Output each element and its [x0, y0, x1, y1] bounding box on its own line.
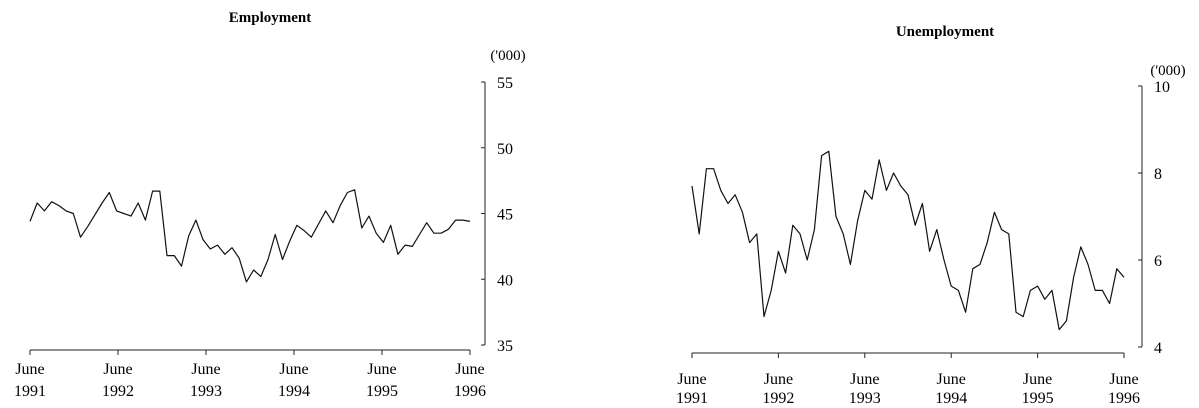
- employment-x-tick-label-month: June: [367, 361, 396, 378]
- employment-y-tick-label: 40: [497, 272, 513, 289]
- employment-unit-label: ('000): [490, 48, 525, 64]
- unemployment-series-line: [691, 150, 1125, 331]
- employment-x-tick-label-year: 1993: [190, 383, 222, 400]
- employment-series-line: [29, 189, 471, 283]
- employment-x-tick-label-month: June: [15, 361, 44, 378]
- employment-x-tick-label-month: June: [455, 361, 484, 378]
- unemployment-x-tick-label-year: 1995: [1022, 390, 1054, 407]
- employment-x-tick-label-year: 1992: [102, 383, 134, 400]
- employment-x-tick-label-month: June: [191, 361, 220, 378]
- unemployment-y-tick-label: 10: [1154, 79, 1170, 96]
- unemployment-x-tick-label-year: 1996: [1108, 390, 1140, 407]
- unemployment-x-tick-label-month: June: [1109, 371, 1138, 388]
- unemployment-x-tick-label-month: June: [677, 371, 706, 388]
- employment-y-tick-label: 35: [497, 338, 513, 355]
- unemployment-x-tick-label-month: June: [937, 371, 966, 388]
- unemployment-x-tick-label-year: 1993: [849, 390, 881, 407]
- employment-x-tick-label-year: 1995: [366, 383, 398, 400]
- unemployment-x-tick-label-year: 1992: [762, 390, 794, 407]
- unemployment-title: Unemployment: [896, 24, 994, 40]
- unemployment-chart: Unemployment ('000) 10 8 6 4 June 1991 June 199…: [676, 24, 1186, 407]
- employment-chart: Employment ('000) 55 50 45 40 35 June 1991 June…: [14, 10, 526, 400]
- unemployment-unit-label: ('000): [1150, 63, 1185, 79]
- employment-x-tick-label-year: 1994: [278, 383, 310, 400]
- unemployment-y-tick-label: 8: [1154, 166, 1162, 183]
- employment-x-tick-label-year: 1996: [454, 383, 486, 400]
- employment-y-tick-label: 50: [497, 141, 513, 158]
- employment-y-tick-label: 45: [497, 207, 513, 224]
- unemployment-x-tick-label-year: 1991: [676, 390, 708, 407]
- unemployment-x-tick-label-month: June: [850, 371, 879, 388]
- employment-title: Employment: [229, 10, 312, 26]
- unemployment-x-tick-label-month: June: [1023, 371, 1052, 388]
- unemployment-y-tick-label: 6: [1154, 253, 1162, 270]
- unemployment-x-tick-label-year: 1994: [935, 390, 967, 407]
- employment-x-tick-label-month: June: [103, 361, 132, 378]
- employment-y-tick-label: 55: [497, 75, 513, 92]
- employment-x-tick-label-month: June: [279, 361, 308, 378]
- unemployment-y-tick-label: 4: [1154, 340, 1162, 357]
- unemployment-x-tick-label-month: June: [764, 371, 793, 388]
- employment-x-tick-label-year: 1991: [14, 383, 46, 400]
